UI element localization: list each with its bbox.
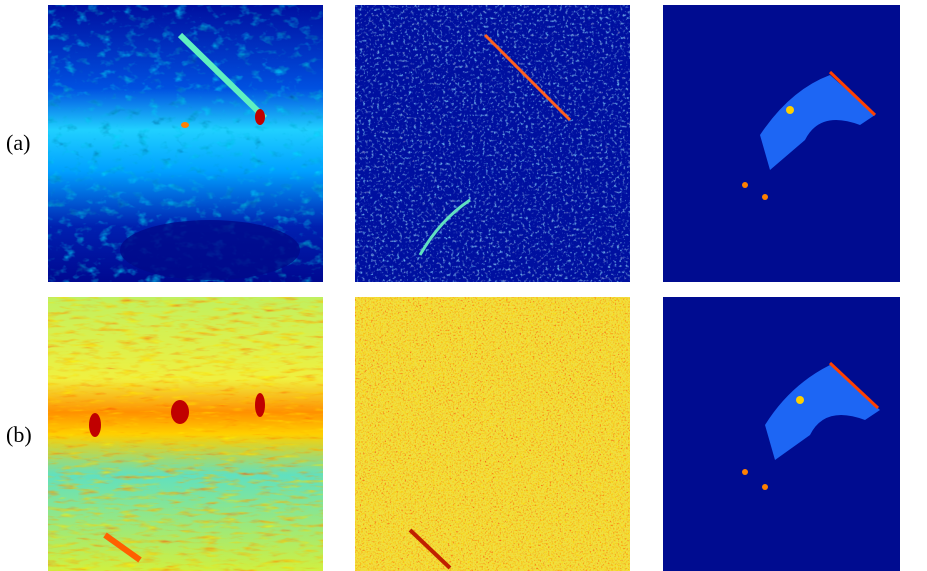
image-panel (355, 297, 630, 571)
row-label: (b) (6, 422, 32, 447)
image-panel (663, 297, 900, 571)
image-panel (663, 5, 900, 282)
image-panel (355, 5, 630, 282)
row-label: (a) (6, 130, 30, 155)
figure: (a) (b) (0, 0, 927, 571)
image-panel (48, 5, 323, 282)
page: (a) (b) (0, 0, 927, 571)
image-panel (48, 297, 323, 571)
